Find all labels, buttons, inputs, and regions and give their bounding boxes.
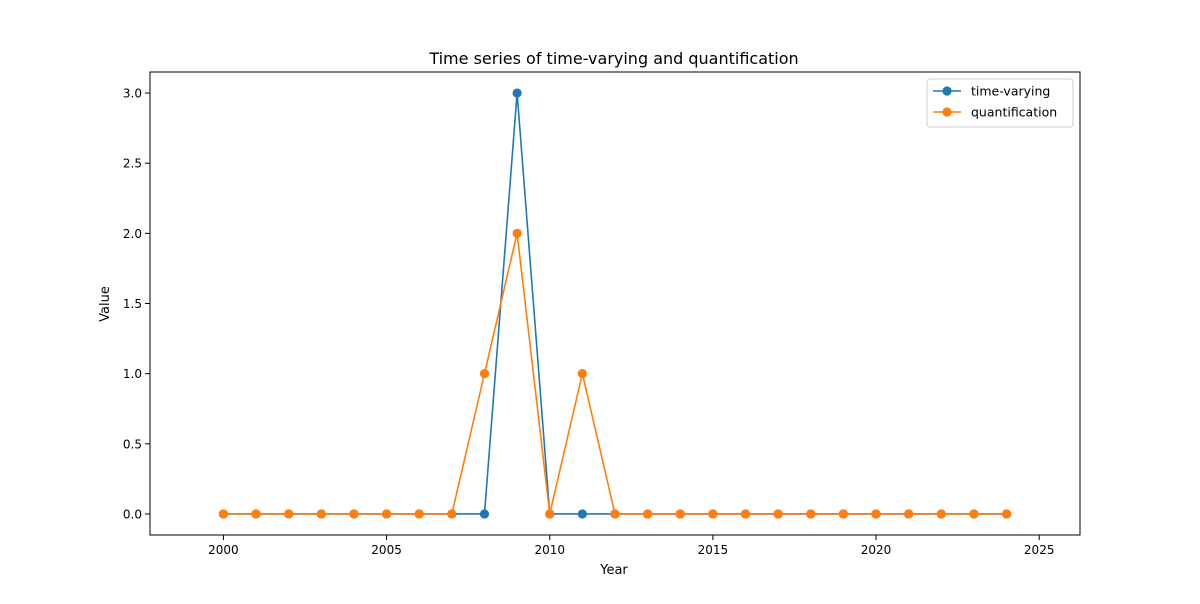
series-1-point — [381, 509, 392, 519]
legend-label-1: quantification — [971, 105, 1057, 120]
series-1-point — [610, 509, 620, 519]
series-1-point — [447, 509, 457, 519]
series-1-point — [1001, 509, 1012, 519]
y-axis-label: Value — [98, 286, 113, 322]
series-0-point — [512, 88, 522, 98]
y-tick-label: 1.5 — [123, 297, 142, 311]
x-tick-label: 2025 — [1024, 543, 1055, 557]
y-tick-label: 3.0 — [123, 87, 142, 101]
series-1-point — [577, 369, 587, 379]
y-tick-label: 2.0 — [123, 227, 142, 241]
series-1-point — [871, 509, 881, 519]
chart-title: Time series of time-varying and quantifi… — [428, 49, 798, 68]
x-tick-label: 2020 — [861, 543, 892, 557]
plot-area: 2000 2005 2010 2015 2020 2025 0.0 0.5 1.0 1.5 2.0 2… — [123, 71, 1081, 557]
legend-marker-1 — [942, 107, 952, 117]
series-1-point — [643, 509, 653, 519]
series-1-point — [806, 509, 816, 519]
series-0-point — [577, 509, 587, 519]
series-1-point — [251, 509, 261, 519]
x-tick-label: 2000 — [208, 543, 239, 557]
series-1-point — [675, 509, 685, 519]
x-tick-label: 2010 — [534, 543, 565, 557]
series-1-point — [969, 509, 979, 519]
y-tick-label: 2.5 — [123, 157, 142, 171]
x-tick-label: 2005 — [371, 543, 402, 557]
legend-box — [926, 78, 1074, 128]
series-1-point — [349, 509, 359, 519]
series-1-point — [936, 509, 946, 519]
y-tick-label: 0.0 — [123, 507, 142, 521]
series-1-point — [316, 509, 326, 519]
series-1-point — [512, 228, 522, 238]
series-1-point — [218, 509, 229, 519]
series-1-point — [773, 509, 783, 519]
x-tick-label: 2015 — [698, 543, 729, 557]
y-tick-label: 1.0 — [123, 367, 142, 381]
series-1-point — [740, 509, 751, 519]
series-0-point — [479, 509, 490, 519]
series-1-point — [479, 369, 490, 379]
series-1-point — [284, 509, 294, 519]
legend-label-0: time-varying — [971, 84, 1050, 99]
legend: time-varying quantification — [926, 78, 1074, 128]
series-1-point — [545, 509, 555, 519]
series-1-point — [414, 509, 424, 519]
x-axis-label: Year — [599, 563, 628, 578]
legend-marker-0 — [942, 86, 952, 96]
series-1-point — [708, 509, 718, 519]
y-tick-label: 0.5 — [123, 437, 142, 451]
series-1-point — [904, 509, 914, 519]
series-1-point — [838, 509, 849, 519]
